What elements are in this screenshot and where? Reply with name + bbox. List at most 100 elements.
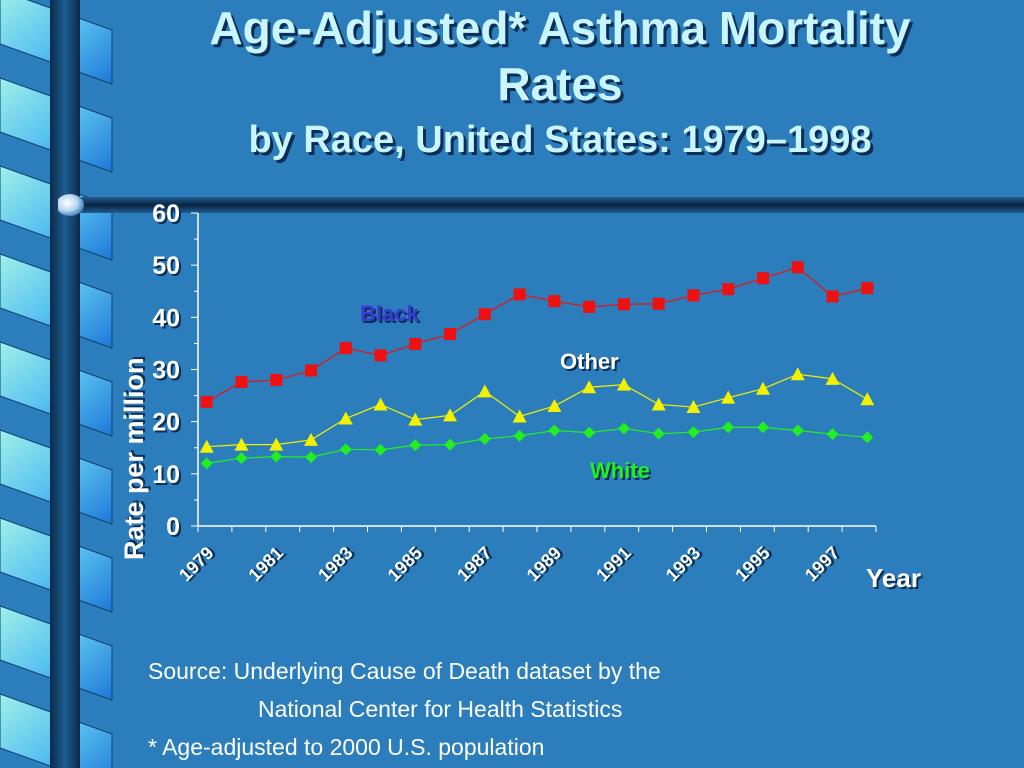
data-point-white — [235, 452, 248, 465]
source-line-1: Source: Underlying Cause of Death datase… — [148, 658, 661, 684]
chart-axes — [197, 213, 876, 527]
data-point-white — [791, 424, 804, 437]
data-point-other — [547, 399, 562, 413]
data-point-black — [791, 261, 804, 274]
divider-knob — [58, 194, 84, 216]
data-point-black — [478, 308, 491, 321]
title-line-2: Rates — [497, 58, 623, 110]
data-point-black — [305, 364, 317, 377]
data-point-black — [270, 373, 283, 386]
data-point-white — [617, 422, 630, 435]
data-point-white — [444, 438, 457, 451]
series-line-other — [206, 373, 868, 448]
data-point-white — [513, 429, 526, 442]
data-point-black — [409, 337, 422, 350]
data-point-white — [305, 451, 317, 464]
series-other: Other — [199, 349, 875, 453]
data-point-other — [616, 377, 631, 391]
data-point-white — [409, 439, 422, 452]
data-point-other — [269, 437, 284, 451]
data-point-black — [652, 297, 665, 310]
series-label-white: White — [590, 458, 650, 483]
data-point-other — [825, 371, 840, 385]
source-line-2: National Center for Health Statistics — [258, 696, 623, 722]
series-black: Black — [200, 261, 874, 408]
data-point-other — [790, 367, 805, 381]
y-tick-label: 20 — [152, 409, 180, 437]
x-tick-label: 1981 — [245, 543, 287, 585]
y-tick-label: 10 — [152, 461, 180, 489]
data-point-other — [408, 412, 423, 426]
data-point-other — [373, 397, 388, 411]
x-tick-label: 1983 — [314, 543, 356, 585]
data-point-white — [478, 432, 491, 445]
series-label-black: Black — [360, 301, 419, 326]
data-point-black — [722, 283, 735, 296]
title-line-3: by Race, United States: 1979–1998 — [248, 119, 872, 161]
data-point-other — [860, 392, 875, 406]
data-point-other — [721, 390, 736, 404]
x-tick-label: 1985 — [384, 543, 426, 585]
x-tick-label: 1989 — [523, 543, 565, 585]
data-point-black — [513, 288, 526, 301]
data-point-other — [686, 400, 701, 414]
x-tick-label: 1979 — [175, 543, 217, 585]
data-point-black — [757, 272, 769, 285]
x-axis-ticks: 1979 1981 1983 1985 1987 1989 1991 1993 1995 1997 — [175, 526, 877, 585]
y-tick-label: 0 — [166, 513, 180, 541]
slide-title: Age-Adjusted* Asthma Mortality Rates by … — [110, 0, 1010, 168]
ribbon-decoration — [0, 0, 113, 768]
y-axis-label: Rate per million — [119, 357, 149, 560]
x-tick-label: 1997 — [801, 543, 843, 585]
x-tick-label: 1991 — [592, 543, 634, 585]
series-white: White — [200, 421, 874, 483]
x-tick-label: 1987 — [453, 543, 495, 585]
footnote-age-adjusted: * Age-adjusted to 2000 U.S. population — [148, 734, 545, 760]
data-point-white — [200, 457, 213, 470]
data-point-black — [374, 349, 387, 362]
y-tick-label: 40 — [152, 304, 180, 332]
data-point-white — [652, 427, 665, 440]
data-point-black — [339, 342, 352, 355]
y-tick-label: 30 — [152, 357, 180, 385]
y-axis-ticks: 0 10 20 30 40 50 60 — [152, 200, 198, 541]
title-divider-bar — [58, 194, 1024, 216]
data-point-white — [757, 421, 769, 434]
data-point-black — [861, 282, 874, 295]
data-point-white — [826, 428, 839, 441]
series-line-black — [206, 266, 868, 403]
data-point-black — [617, 298, 630, 311]
x-tick-label: 1995 — [731, 543, 773, 585]
data-point-other — [304, 432, 318, 446]
data-point-black — [444, 328, 457, 341]
data-point-white — [722, 421, 735, 434]
data-point-other — [651, 397, 666, 411]
data-point-black — [826, 290, 839, 303]
series-label-other: Other — [560, 349, 619, 374]
title-line-1: Age-Adjusted* Asthma Mortality — [209, 2, 911, 54]
source-note: Source: Underlying Cause of Death datase… — [148, 652, 661, 766]
data-point-white — [583, 426, 596, 439]
data-point-white — [270, 450, 283, 463]
data-point-white — [548, 424, 561, 437]
data-point-black — [583, 300, 596, 313]
y-tick-label: 60 — [152, 200, 180, 228]
x-axis-label: Year — [866, 563, 921, 593]
data-point-other — [443, 408, 458, 422]
data-point-white — [687, 426, 700, 439]
series-layer: Black Other White — [199, 261, 875, 483]
data-point-black — [235, 376, 248, 389]
data-point-other — [512, 409, 527, 423]
data-point-other — [756, 381, 770, 395]
data-point-black — [200, 395, 213, 408]
data-point-other — [477, 384, 492, 398]
data-point-white — [861, 431, 874, 444]
data-point-white — [339, 443, 352, 456]
x-tick-label: 1993 — [662, 543, 704, 585]
data-point-black — [548, 295, 561, 308]
data-point-other — [234, 437, 249, 451]
data-point-other — [582, 380, 597, 394]
y-tick-label: 50 — [152, 252, 180, 280]
